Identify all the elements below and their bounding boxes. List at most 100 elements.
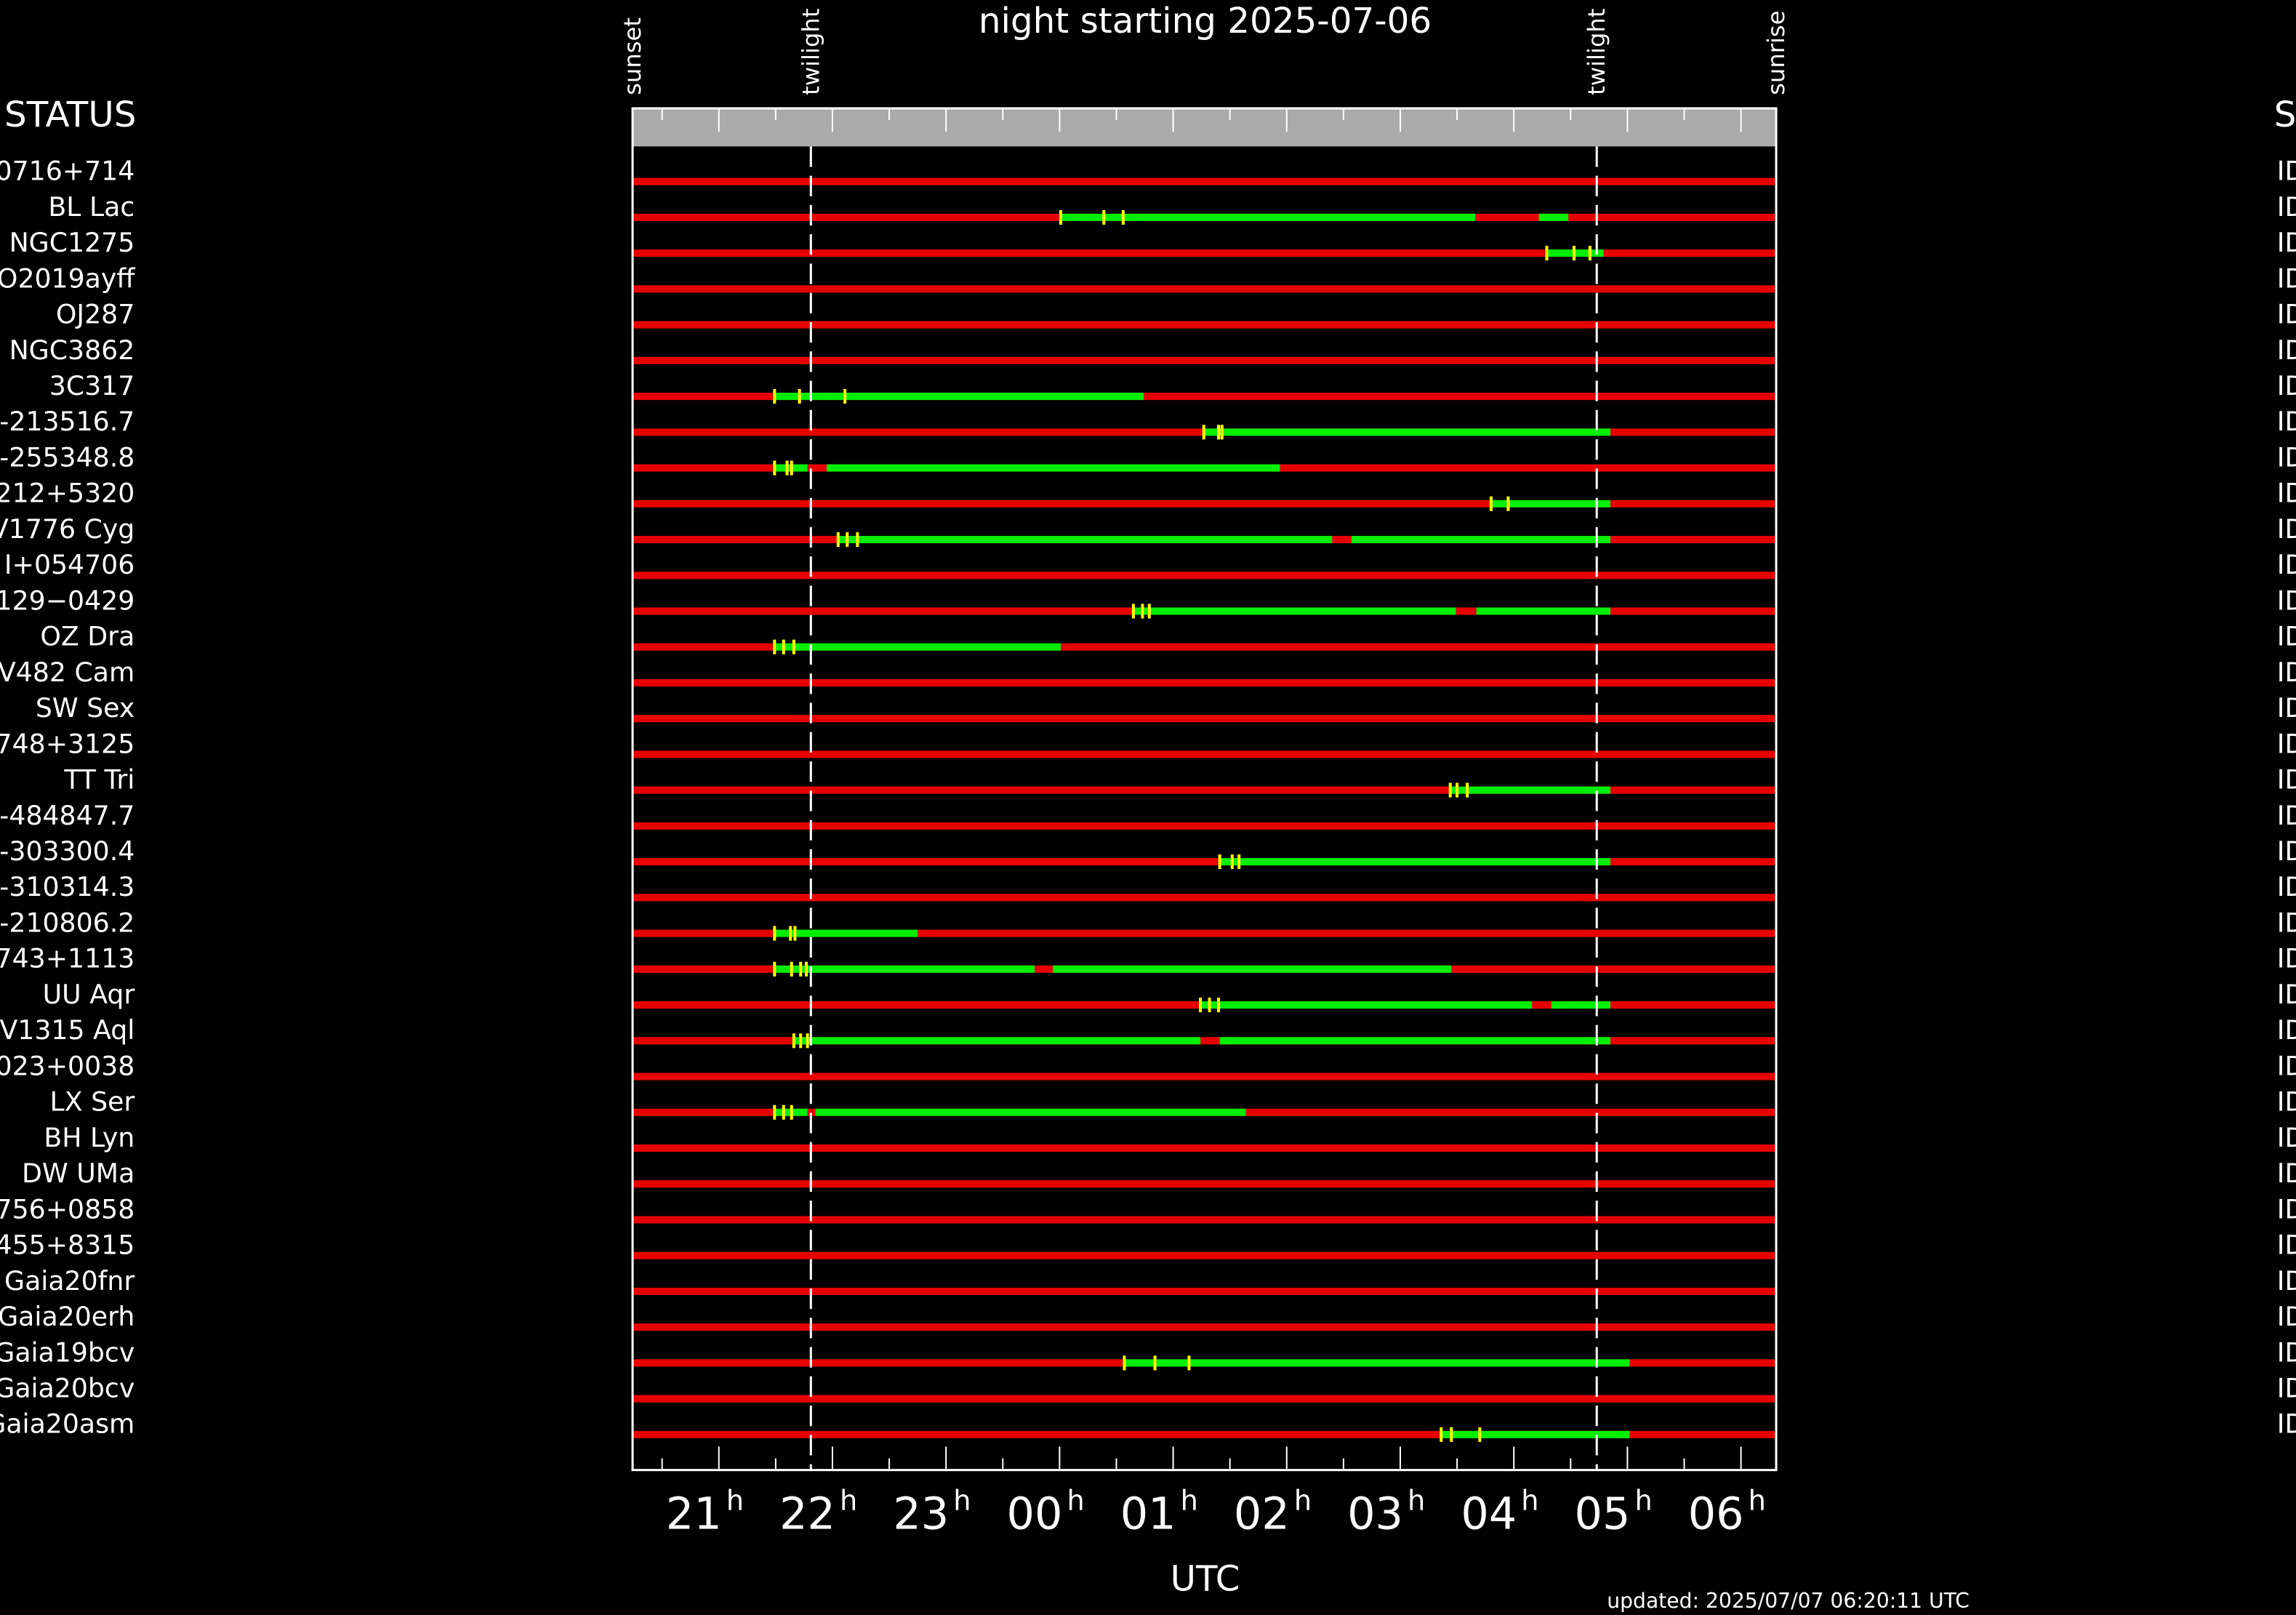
- time-marker: [1545, 246, 1549, 261]
- target-status: ID: [2277, 657, 2296, 688]
- target-name: SW Sex: [36, 692, 135, 724]
- time-marker: [843, 389, 847, 404]
- row-baseline: [633, 356, 1777, 364]
- target-status: ID: [2277, 406, 2296, 437]
- row-baseline: [633, 1073, 1777, 1081]
- target-name: BL Lac: [48, 191, 135, 223]
- row-baseline: [633, 929, 1777, 937]
- status-header: STATUS: [4, 95, 136, 135]
- x-tick-suffix: h: [1181, 1484, 1198, 1517]
- target-name: V1776 Cyg: [0, 513, 135, 545]
- chart-title: night starting 2025-07-06: [979, 1, 1432, 41]
- target-status: ID: [2277, 1337, 2296, 1368]
- target-name: 129−0429: [0, 585, 135, 616]
- x-tick-label: 04: [1461, 1489, 1517, 1540]
- x-tick-label: 23: [893, 1489, 949, 1540]
- row-baseline: [633, 858, 1777, 866]
- time-marker: [799, 1033, 803, 1049]
- target-status: ID: [2277, 299, 2296, 330]
- time-marker: [805, 961, 808, 977]
- target-name: OZ Dra: [40, 621, 135, 652]
- plot-frame: [631, 107, 1778, 1472]
- target-name: NGC1275: [9, 227, 135, 258]
- time-marker: [1572, 246, 1576, 261]
- row-baseline: [633, 643, 1777, 651]
- target-name: 212+5320: [0, 478, 135, 509]
- target-status: ID: [2277, 728, 2296, 759]
- x-tick-label: 00: [1007, 1489, 1063, 1540]
- observable-window: [1053, 965, 1452, 973]
- time-marker: [1456, 782, 1459, 798]
- event-label: twilight: [797, 9, 824, 95]
- target-status: ID: [2277, 871, 2296, 902]
- time-marker: [799, 961, 803, 977]
- target-name: NGC3862: [9, 334, 135, 366]
- target-name: 748+3125: [0, 728, 135, 759]
- observable-window: [1200, 1001, 1533, 1009]
- time-marker: [793, 926, 797, 941]
- observable-window: [1203, 428, 1610, 436]
- time-marker: [1217, 425, 1221, 440]
- update-time: updated: 2025/07/07 06:20:11 UTC: [1607, 1589, 1970, 1613]
- target-status: ID: [2277, 191, 2296, 223]
- target-name: Gaia20erh: [0, 1301, 135, 1332]
- row-baseline: [633, 1216, 1777, 1224]
- target-status: ID: [2277, 585, 2296, 616]
- target-name: 3C317: [49, 370, 135, 401]
- time-marker: [1466, 782, 1469, 798]
- time-marker: [792, 639, 795, 654]
- time-marker: [773, 926, 776, 941]
- target-name: OJ287: [56, 299, 135, 330]
- target-status: ID: [2277, 156, 2296, 187]
- observable-window: [1441, 1430, 1630, 1438]
- time-marker: [773, 460, 776, 476]
- event-label: sunset: [619, 17, 646, 95]
- x-tick-label: 21: [666, 1489, 722, 1540]
- target-status: ID: [2277, 764, 2296, 796]
- target-name: 0716+714: [0, 156, 135, 187]
- time-marker: [1230, 854, 1234, 870]
- target-status: ID: [2277, 1014, 2296, 1046]
- target-name: 743+1113: [0, 943, 135, 974]
- observable-window: [1538, 213, 1569, 221]
- x-tick-suffix: h: [1521, 1484, 1538, 1517]
- observable-window: [774, 393, 1144, 401]
- row-baseline: [633, 678, 1777, 686]
- row-baseline: [633, 1180, 1777, 1188]
- observable-window: [1351, 535, 1610, 544]
- time-marker: [782, 639, 785, 654]
- time-marker: [1588, 246, 1591, 261]
- target-name: LX Ser: [50, 1086, 135, 1118]
- observable-window: [1219, 1037, 1610, 1045]
- time-marker: [1187, 1355, 1191, 1371]
- time-marker: [789, 926, 792, 941]
- target-name: -213516.7: [0, 406, 135, 437]
- x-tick-suffix: h: [1408, 1484, 1425, 1517]
- x-tick-label: 01: [1120, 1489, 1176, 1540]
- target-status: ID: [2277, 979, 2296, 1010]
- observable-window: [1476, 607, 1610, 615]
- time-marker: [1123, 1355, 1126, 1371]
- target-status: ID: [2277, 549, 2296, 580]
- x-tick-suffix: h: [953, 1484, 971, 1517]
- target-name: UU Aqr: [43, 979, 135, 1010]
- target-status: ID: [2277, 1158, 2296, 1189]
- time-marker: [790, 460, 793, 476]
- target-name: 455+8315: [0, 1230, 135, 1261]
- observable-window: [838, 535, 1333, 544]
- target-name: Gaia20asm: [0, 1408, 135, 1440]
- row-baseline: [633, 822, 1777, 830]
- target-name: -255348.8: [0, 441, 135, 473]
- x-tick-suffix: h: [840, 1484, 857, 1517]
- time-marker: [1448, 782, 1452, 798]
- row-baseline: [633, 894, 1777, 902]
- x-tick-suffix: h: [1749, 1484, 1766, 1517]
- target-status: ID: [2277, 1050, 2296, 1081]
- target-name: I+054706: [4, 549, 135, 580]
- target-status: ID: [2277, 441, 2296, 473]
- target-name: -210806.2: [0, 907, 135, 938]
- row-baseline: [633, 572, 1777, 580]
- time-marker: [1147, 604, 1151, 619]
- time-marker: [782, 1105, 785, 1120]
